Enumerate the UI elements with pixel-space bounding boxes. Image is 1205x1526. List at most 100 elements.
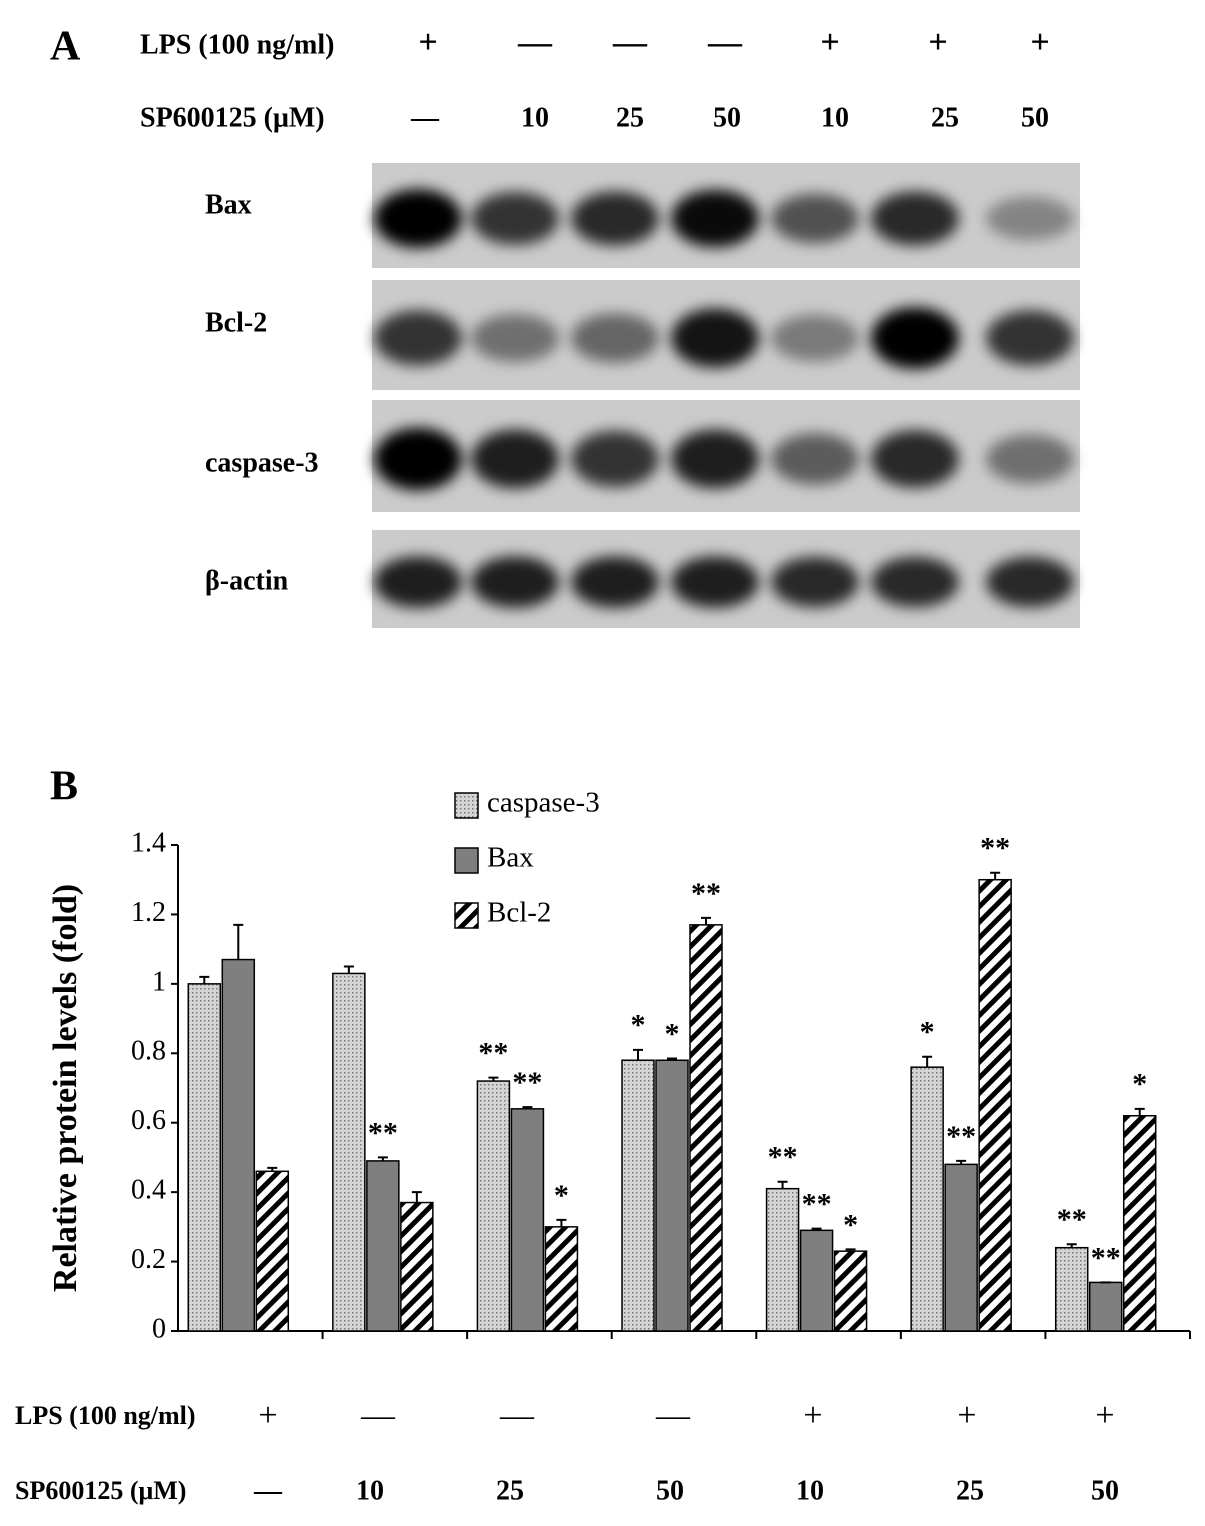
sp-dose: 25: [496, 1475, 524, 1506]
band-label: β-actin: [205, 565, 289, 596]
significance: **: [1057, 1203, 1087, 1236]
error-bar: [922, 1055, 933, 1068]
band: [871, 430, 959, 488]
band: [771, 314, 859, 362]
band: [374, 310, 462, 366]
band: [671, 189, 759, 248]
band: [871, 191, 959, 246]
band: [471, 313, 559, 363]
band: [671, 556, 759, 608]
band: [374, 427, 462, 491]
bar: [978, 878, 1012, 1332]
error-bar: [1134, 1107, 1145, 1116]
significance: *: [554, 1179, 569, 1212]
lps-sign: —: [612, 24, 648, 61]
bands: [374, 556, 1074, 608]
bar: [655, 1059, 689, 1332]
bar: [799, 1229, 834, 1332]
band: [771, 433, 859, 485]
bar: [221, 958, 256, 1332]
bands: [374, 189, 1074, 248]
lps-sign: —: [655, 1397, 691, 1434]
bar: [510, 1108, 545, 1332]
significance: **: [691, 877, 721, 910]
lps-sign: +: [258, 1397, 277, 1434]
bar: [833, 1250, 868, 1332]
y-tick-label: 0: [152, 1313, 166, 1344]
band-label: caspase-3: [205, 447, 319, 478]
band: [374, 189, 462, 248]
bar: [944, 1163, 978, 1332]
error-bar: [343, 965, 354, 974]
lps-sign: —: [707, 24, 743, 61]
error-bar: [667, 1057, 677, 1061]
legend-swatch: [454, 847, 479, 874]
bar: [476, 1080, 511, 1332]
lps-sign: +: [928, 24, 947, 61]
band: [986, 310, 1074, 366]
band: [471, 192, 559, 245]
error-bar: [267, 1166, 278, 1172]
significance: **: [768, 1141, 798, 1174]
band: [671, 308, 759, 368]
sp-dose: 10: [796, 1475, 824, 1506]
significance: **: [802, 1187, 832, 1220]
lps-sign: —: [499, 1397, 535, 1434]
legend-label: Bcl-2: [487, 897, 551, 929]
significance: *: [843, 1208, 858, 1241]
band-label: Bax: [205, 189, 252, 220]
sp-dose: 50: [713, 102, 741, 133]
y-tick-label: 0.6: [131, 1105, 166, 1136]
legend-swatch: [454, 792, 479, 819]
y-tick-label: 1: [152, 966, 166, 997]
band: [871, 556, 959, 608]
bar: [366, 1160, 400, 1332]
band: [571, 556, 659, 608]
sp-dose: 10: [356, 1475, 384, 1506]
band: [986, 556, 1074, 608]
error-bar: [233, 923, 244, 960]
y-axis-label: Relative protein levels (fold): [47, 884, 84, 1292]
sp-dose: 25: [616, 102, 644, 133]
error-bar: [956, 1159, 967, 1165]
significance: **: [980, 832, 1010, 865]
error-bar: [777, 1180, 788, 1189]
band: [471, 429, 559, 489]
sp-dose: —: [410, 102, 440, 133]
legend-swatch: [454, 902, 479, 929]
band: [471, 556, 559, 608]
legend-label: Bax: [487, 842, 534, 874]
bar: [1122, 1115, 1157, 1332]
bar: [400, 1201, 434, 1332]
band: [871, 307, 959, 369]
bar: [689, 924, 723, 1332]
bar: [765, 1187, 800, 1332]
sp-dose: 50: [1091, 1475, 1119, 1506]
bar: [544, 1226, 579, 1332]
significance: *: [665, 1017, 680, 1050]
error-bar: [377, 1156, 388, 1161]
error-bar: [845, 1248, 856, 1252]
band-label: Bcl-2: [205, 307, 267, 338]
bar: [255, 1170, 290, 1332]
lps-sign: —: [517, 24, 553, 61]
band: [771, 193, 859, 244]
sp-dose: 50: [1021, 102, 1049, 133]
legend-label: caspase-3: [487, 787, 600, 819]
panel-letter: B: [50, 764, 78, 810]
bar: [621, 1059, 655, 1332]
significance: *: [631, 1009, 646, 1042]
band: [986, 196, 1074, 241]
error-bar: [1066, 1243, 1077, 1248]
error-bar: [199, 975, 210, 984]
y-tick-label: 0.4: [131, 1175, 166, 1206]
panel-letter: A: [50, 24, 81, 70]
lps-sign: +: [803, 1397, 822, 1434]
band: [571, 430, 659, 488]
band: [986, 434, 1074, 484]
significance: *: [920, 1016, 935, 1049]
significance: **: [946, 1120, 976, 1153]
bar: [1088, 1281, 1123, 1332]
band: [571, 191, 659, 246]
band: [771, 556, 859, 608]
